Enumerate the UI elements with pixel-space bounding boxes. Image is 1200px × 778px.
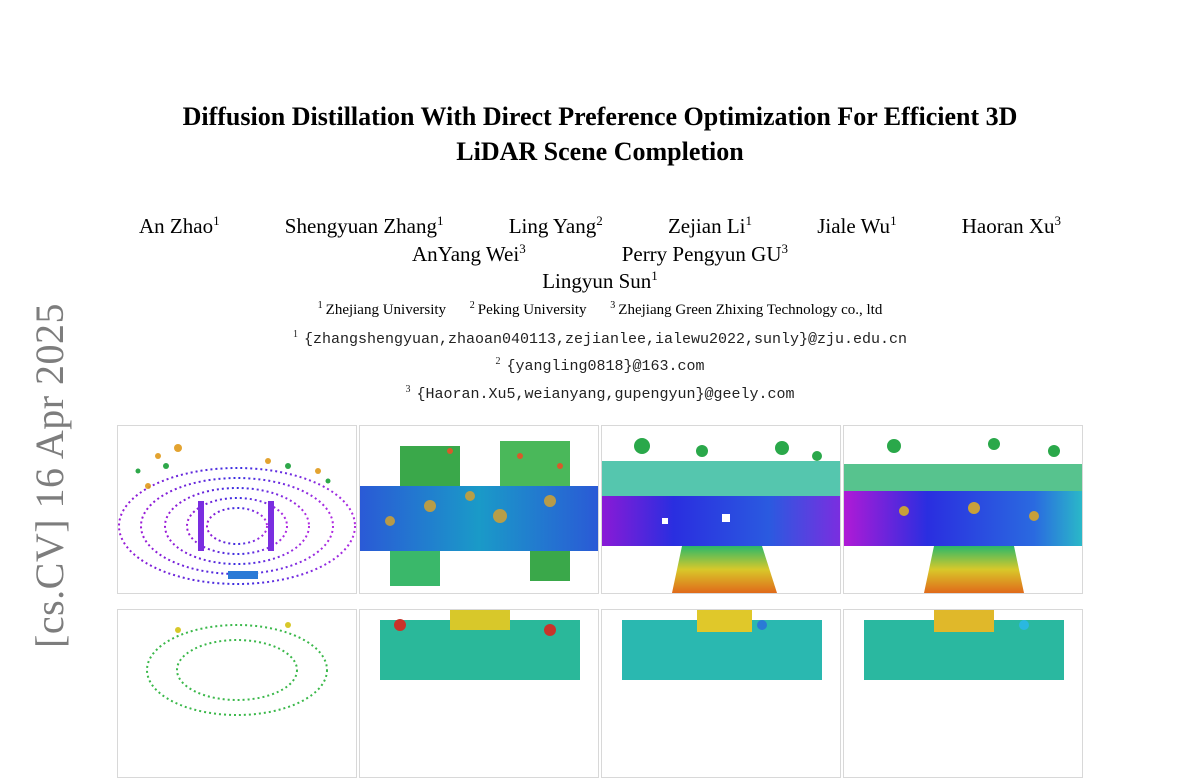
author-shengyuan-zhang: Shengyuan Zhang1 (284, 213, 444, 238)
affiliation-1: 1 Zhejiang University (317, 300, 447, 318)
title-line-2: LiDAR Scene Completion (456, 137, 744, 166)
lidar-completion-f-icon (843, 609, 1083, 778)
lidar-scan-sparse-icon (117, 425, 357, 594)
title-line-1: Diffusion Distillation With Direct Prefe… (182, 102, 1018, 131)
lidar-completion-a-icon (359, 425, 599, 594)
author-ling-yang: Ling Yang2 (508, 213, 603, 238)
arxiv-stamp: [cs.CV] 16 Apr 2025 (27, 302, 72, 648)
author-perry-gu: Perry Pengyun GU3 (621, 241, 789, 266)
email-text-1: {zhangshengyuan,zhaoan040113,zejianlee,i… (303, 331, 908, 348)
lidar-completion-c-icon (843, 425, 1083, 594)
arxiv-identifier-sidebar: [cs.CV] 16 Apr 2025 (25, 300, 75, 648)
lidar-completion-b-icon (601, 425, 841, 594)
author-anyang-wei: AnYang Wei3 (411, 241, 526, 266)
author-zejian-li: Zejian Li1 (667, 213, 753, 238)
lidar-completion-d-icon (359, 609, 599, 778)
paper-title: Diffusion Distillation With Direct Prefe… (100, 99, 1100, 169)
lidar-completion-e-icon (601, 609, 841, 778)
affiliation-3: 3 Zhejiang Green Zhixing Technology co., … (610, 300, 883, 318)
affiliations: 1 Zhejiang University 2 Peking University … (100, 300, 1100, 319)
author-haoran-xu: Haoran Xu3 (961, 213, 1061, 238)
email-text-2: {yangling0818}@163.com (506, 358, 705, 375)
author-row-3: Lingyun Sun1 (100, 268, 1100, 294)
affiliation-2: 2 Peking University (469, 300, 587, 318)
author-row-1: An Zhao1 Shengyuan Zhang1 Ling Yang2 Zej… (139, 213, 1061, 239)
author-row-2: AnYang Wei3 Perry Pengyun GU3 (100, 241, 1100, 267)
email-line-3: 3 {Haoran.Xu5,weianyang,gupengyun}@geely.… (405, 384, 795, 403)
author-jiale-wu: Jiale Wu1 (817, 213, 897, 238)
email-line-2: 2 {yangling0818}@163.com (495, 356, 705, 375)
author-an-zhao: An Zhao1 (139, 213, 220, 238)
email-line-1: 1 {zhangshengyuan,zhaoan040113,zejianlee,… (292, 329, 908, 348)
lidar-scan-sparse-2-icon (117, 609, 357, 778)
author-lingyun-sun: Lingyun Sun1 (542, 268, 658, 293)
email-text-3: {Haoran.Xu5,weianyang,gupengyun}@geely.c… (416, 386, 795, 403)
